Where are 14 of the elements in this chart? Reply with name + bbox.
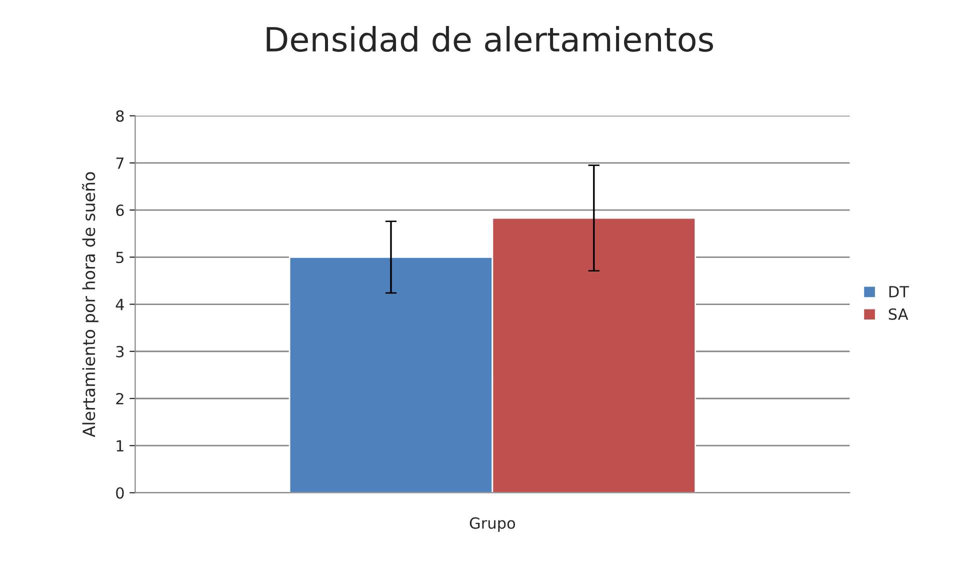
y-axis-title: Alertamiento por hora de sueño (82, 172, 98, 438)
y-tick-label: 2 (116, 392, 124, 404)
y-tick-label: 3 (116, 346, 124, 358)
legend-label: SA (888, 308, 908, 320)
y-tick-label: 7 (116, 158, 124, 169)
y-tick-label: 4 (116, 298, 124, 310)
y-tick-label: 1 (116, 440, 124, 452)
legend-label: DT (889, 286, 910, 298)
chart-title: Densidad de alertamientos (266, 26, 714, 52)
y-tick-label: 8 (116, 110, 124, 122)
y-tick-label: 0 (116, 487, 124, 499)
y-tick-label: 5 (116, 252, 124, 264)
y-tick-label: 6 (116, 204, 124, 216)
x-axis-title: Grupo (470, 517, 516, 532)
